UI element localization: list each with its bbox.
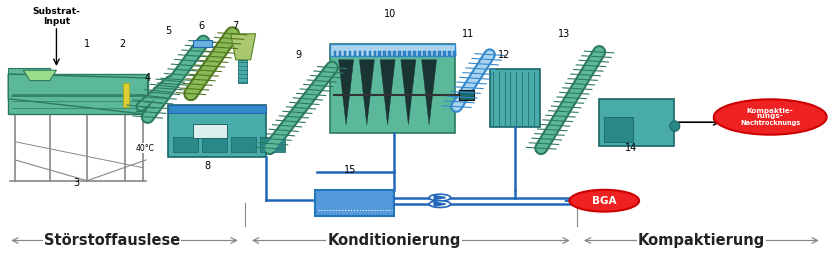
Bar (173, 136, 198, 152)
Bar (453, 51, 456, 56)
Circle shape (714, 99, 827, 135)
Bar (354, 51, 356, 56)
Text: 13: 13 (559, 29, 570, 39)
Text: 8: 8 (204, 161, 211, 171)
Bar (231, 136, 256, 152)
Polygon shape (339, 60, 354, 125)
Bar (378, 51, 381, 56)
Text: 6: 6 (198, 21, 205, 31)
Bar (403, 51, 406, 56)
Bar (193, 40, 212, 47)
Bar (418, 51, 421, 56)
Text: 11: 11 (462, 29, 474, 39)
Bar (443, 51, 446, 56)
Bar (202, 136, 227, 152)
Text: 14: 14 (625, 143, 637, 153)
Ellipse shape (670, 121, 680, 131)
Polygon shape (434, 196, 446, 200)
Text: 5: 5 (165, 26, 172, 36)
Text: 2: 2 (120, 39, 126, 49)
Bar (193, 124, 227, 138)
Bar (349, 51, 351, 56)
Text: Konditionierung: Konditionierung (328, 233, 461, 248)
Bar (438, 51, 441, 56)
Text: 3: 3 (73, 178, 80, 188)
Bar (334, 51, 336, 56)
Text: 1: 1 (84, 39, 90, 49)
Text: rungs-: rungs- (757, 113, 784, 120)
Polygon shape (8, 74, 148, 114)
Text: 9: 9 (295, 50, 302, 60)
Bar (168, 105, 266, 157)
Bar (388, 51, 391, 56)
Bar (339, 51, 341, 56)
Bar (413, 51, 416, 56)
Bar (490, 69, 540, 127)
Text: 7: 7 (232, 21, 238, 31)
Bar (428, 51, 431, 56)
Bar (393, 51, 396, 56)
Bar (369, 51, 371, 56)
Bar (448, 51, 451, 56)
Text: 40°C: 40°C (136, 144, 154, 153)
Text: BGA: BGA (592, 196, 617, 206)
Text: Kompaktie-: Kompaktie- (747, 107, 793, 114)
Polygon shape (23, 70, 56, 81)
Bar (408, 51, 411, 56)
Bar (123, 83, 129, 107)
Bar (599, 99, 674, 146)
Bar (238, 60, 247, 83)
Circle shape (429, 201, 451, 207)
Bar (260, 136, 285, 152)
Polygon shape (434, 202, 446, 206)
Bar (459, 90, 474, 100)
Bar (315, 190, 394, 216)
Bar (359, 51, 361, 56)
Bar (383, 51, 386, 56)
Polygon shape (380, 60, 395, 125)
Text: 12: 12 (498, 50, 510, 60)
Polygon shape (231, 34, 256, 60)
Polygon shape (359, 60, 374, 125)
Bar (374, 51, 376, 56)
Bar (364, 51, 366, 56)
Text: Störstoffauslese: Störstoffauslese (44, 233, 180, 248)
Bar (168, 105, 266, 113)
Text: 4: 4 (144, 73, 151, 83)
Circle shape (569, 190, 639, 212)
Bar (8, 74, 148, 114)
Polygon shape (8, 68, 50, 99)
Text: Kompaktierung: Kompaktierung (637, 233, 765, 248)
Polygon shape (422, 60, 437, 125)
Bar (330, 44, 455, 56)
Bar (423, 51, 426, 56)
Bar (398, 51, 401, 56)
Text: Nachtrocknungs: Nachtrocknungs (740, 120, 800, 126)
Text: 10°C: 10°C (380, 217, 399, 226)
Bar (344, 51, 346, 56)
Circle shape (429, 194, 451, 201)
Text: 15: 15 (344, 165, 356, 175)
Polygon shape (401, 60, 416, 125)
Bar (604, 117, 633, 142)
Text: 10: 10 (384, 9, 396, 19)
Bar (330, 44, 455, 133)
Text: Substrat-
Input: Substrat- Input (32, 6, 81, 26)
Bar (433, 51, 436, 56)
